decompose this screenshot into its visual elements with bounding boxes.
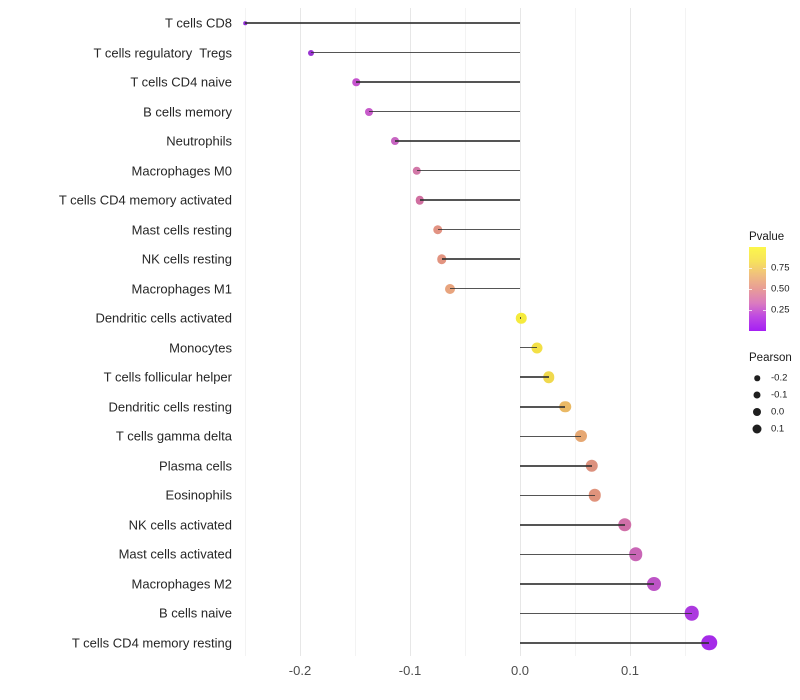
category-label: T cells CD4 naive [130,74,232,90]
pvalue-tick-label: 0.75 [771,262,790,274]
lollipop-stem [520,317,522,319]
lollipop-stem [245,22,520,24]
lollipop-stem [437,228,520,231]
lollipop-dot [647,576,662,591]
pearson-legend-dot [753,391,761,399]
pearson-legend-label: 0.0 [771,406,785,418]
category-label: B cells naive [159,605,232,621]
category-label: B cells memory [143,104,232,120]
x-tick-label: -0.2 [288,663,312,678]
category-label: Monocytes [169,340,232,356]
gridline-minor [245,8,246,656]
gridline-major [630,8,631,656]
lollipop-stem [520,553,636,556]
lollipop-dot [574,430,587,443]
pvalue-tickmark [763,289,766,290]
gridline-minor [685,8,686,656]
gridline-major [520,8,521,656]
lollipop-stem [369,110,520,113]
category-label: T cells gamma delta [115,428,232,444]
lollipop-stem [441,258,520,260]
pvalue-gradient-bar [749,247,766,331]
pearson-legend-dot [754,375,760,381]
pearson-legend-label: -0.1 [771,389,788,401]
category-label: Mast cells resting [131,222,232,238]
lollipop-stem [520,642,710,644]
pvalue-tickmark [763,310,766,311]
lollipop-dot [617,518,632,532]
pearson-legend-dot [753,408,761,416]
lollipop-dot [531,342,542,354]
category-label: Neutrophils [166,133,232,149]
lollipop-dot [628,547,643,562]
lollipop-dot [585,459,598,473]
lollipop-stem [520,346,537,349]
pvalue-tick-label: 0.50 [771,283,790,295]
category-label: Macrophages M2 [131,576,232,592]
gridline-major [410,8,411,656]
lollipop-dot [542,371,555,383]
pearson-legend-label: -0.2 [771,372,788,384]
category-label: Macrophages M0 [131,163,232,179]
lollipop-stem [520,524,625,526]
lollipop-dot [515,312,527,324]
category-label: Macrophages M1 [131,281,232,297]
category-label: Dendritic cells activated [95,310,232,326]
pvalue-tick-label: 0.25 [771,304,790,316]
lollipop-stem [449,287,520,290]
category-label: T cells regulatory Tregs [93,45,232,61]
category-label: T cells CD4 memory activated [58,192,232,208]
pearson-legend-title: Pearson [749,352,792,364]
pvalue-tickmark [763,268,766,269]
gridline-minor [575,8,576,656]
category-label: Mast cells activated [118,546,232,562]
lollipop-stem [520,494,595,497]
category-label: Plasma cells [159,458,232,474]
gridline-major [300,8,301,656]
lollipop-dot [701,635,717,651]
lollipop-stem [311,51,520,54]
gridline-minor [355,8,356,656]
x-tick-label: 0.1 [620,663,640,678]
category-label: Eosinophils [165,487,233,503]
lollipop-dot [684,606,699,621]
x-tick-label: -0.1 [398,663,422,678]
pvalue-tickmark [749,289,752,290]
lollipop-stem [419,199,520,201]
x-tick-label: 0.0 [510,663,530,678]
lollipop-stem [520,406,566,408]
category-label: NK cells activated [128,517,232,533]
lollipop-dot [559,401,571,413]
category-label: T cells follicular helper [103,369,232,385]
lollipop-stem [520,612,692,615]
pvalue-legend-title: Pvalue [749,231,785,243]
lollipop-stem [394,140,520,142]
lollipop-stem [520,583,655,585]
pvalue-tickmark [749,268,752,269]
pearson-legend-label: 0.1 [771,423,785,435]
category-label: NK cells resting [141,251,232,267]
lollipop-stem [520,465,592,467]
gridline-minor [465,8,466,656]
lollipop-stem [520,435,581,438]
category-label: Dendritic cells resting [108,399,232,415]
lollipop-dot [588,489,602,502]
lollipop-stem [356,81,520,83]
category-label: T cells CD8 [165,15,232,31]
pvalue-tickmark [749,310,752,311]
lollipop-stem [416,169,520,172]
lollipop-stem [520,376,549,378]
pearson-legend-dot [752,424,762,434]
category-label: T cells CD4 memory resting [71,635,232,651]
